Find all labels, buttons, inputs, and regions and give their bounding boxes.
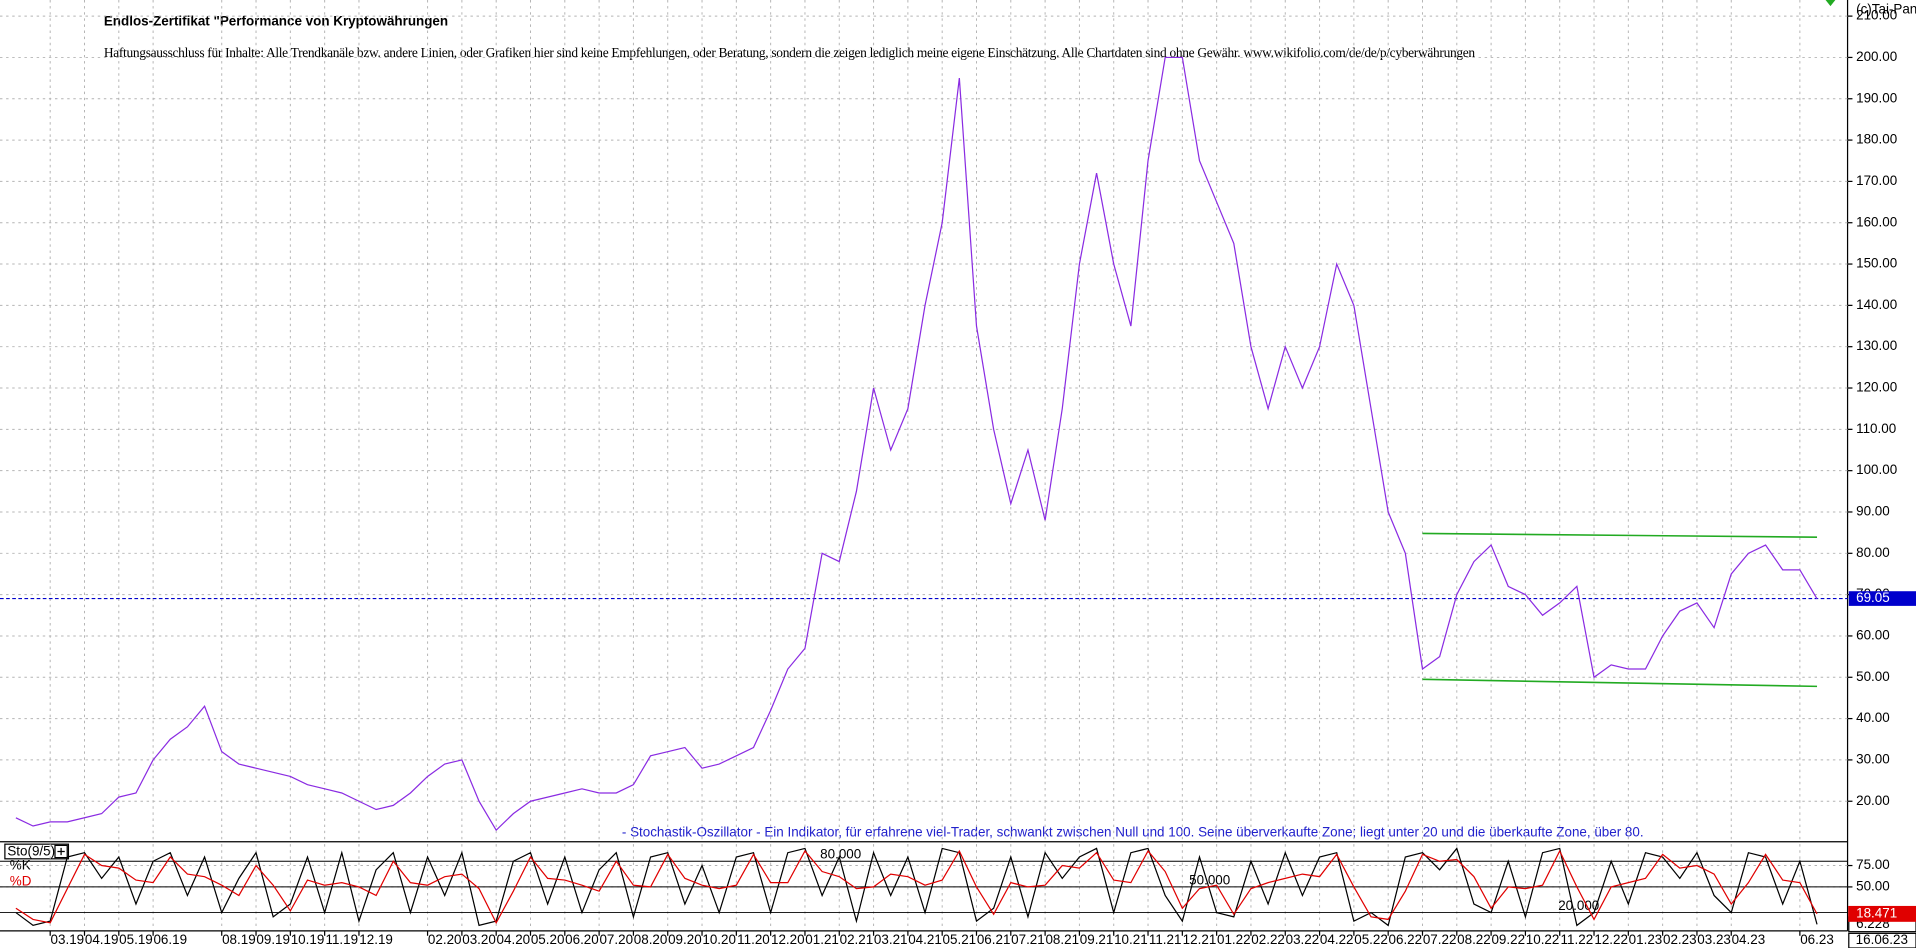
x-tick-label: 02.20 xyxy=(428,932,462,947)
x-tick-label: 06.22 xyxy=(1389,932,1423,947)
last-value-label: 69.05 xyxy=(1856,590,1890,605)
disclaimer: Haftungsausschluss für Inhalte: Alle Tre… xyxy=(104,45,1476,60)
x-tick-label: 04.19 xyxy=(85,932,119,947)
x-tick-label: 12.22 xyxy=(1594,932,1628,947)
level-label: 80.000 xyxy=(820,847,861,862)
indicator-box xyxy=(4,843,70,860)
chart-title: Endlos-Zertifikat "Performance von Krypt… xyxy=(104,14,448,29)
legend-d: %D xyxy=(10,874,32,889)
y-tick-label: 40.00 xyxy=(1856,710,1890,725)
y-tick-label: 60.00 xyxy=(1856,627,1890,642)
level-label: 50.000 xyxy=(1189,872,1230,887)
indicator-line xyxy=(15,847,1818,927)
price-line xyxy=(15,56,1818,832)
x-tick-label: 10.20 xyxy=(702,932,736,947)
x-end-label: 16.06.23 xyxy=(1856,932,1908,947)
x-tick-label: 01.21 xyxy=(805,932,839,947)
x-tick-label: 05.22 xyxy=(1354,932,1388,947)
indicator-note: - Stochastik-Oszillator - Ein Indikator,… xyxy=(622,825,1644,840)
y-tick-label: 170.00 xyxy=(1856,173,1897,188)
y-tick-label: 140.00 xyxy=(1856,297,1897,312)
y-tick-label: 210.00 xyxy=(1856,8,1897,23)
x-tick-label: 12.20 xyxy=(771,932,805,947)
x-tick-label: 03.19 xyxy=(51,932,85,947)
x-tick-label: 12.19 xyxy=(359,932,393,947)
y-tick-label: 80.00 xyxy=(1856,545,1890,560)
x-tick-label: 03.21 xyxy=(874,932,908,947)
x-tick-label: 11.21 xyxy=(1149,932,1182,947)
x-tick-label: 06.23 xyxy=(1800,932,1834,947)
x-tick-label: 06.19 xyxy=(153,932,187,947)
y-tick-label: 160.00 xyxy=(1856,214,1897,229)
x-tick-label: 11.20 xyxy=(737,932,770,947)
y-tick-label: 200.00 xyxy=(1856,49,1897,64)
indicator-value-label: 18.471 xyxy=(1856,905,1897,920)
x-tick-label: 01.23 xyxy=(1629,932,1663,947)
x-tick-label: 07.20 xyxy=(599,932,633,947)
x-tick-label: 05.19 xyxy=(119,932,153,947)
trendline xyxy=(1422,678,1818,688)
x-tick-label: 06.20 xyxy=(565,932,599,947)
x-tick-label: 08.20 xyxy=(634,932,668,947)
y-tick-label: 120.00 xyxy=(1856,380,1897,395)
expand-icon xyxy=(57,847,65,856)
x-tick-label: 03.20 xyxy=(462,932,496,947)
x-tick-label: 11.22 xyxy=(1561,932,1594,947)
trendline xyxy=(1422,532,1818,538)
x-tick-label: 08.19 xyxy=(222,932,256,947)
y-tick-label: 130.00 xyxy=(1856,338,1897,353)
x-tick-label: 10.21 xyxy=(1114,932,1148,947)
x-tick-label: 03.23 xyxy=(1697,932,1731,947)
x-tick-label: 05.20 xyxy=(531,932,565,947)
level-label: 20.000 xyxy=(1558,898,1599,913)
last-value-box xyxy=(1848,591,1916,606)
x-tick-label: 08.22 xyxy=(1457,932,1491,947)
x-tick-label: 02.22 xyxy=(1251,932,1285,947)
copyright: (c)Tai-Pan xyxy=(1856,1,1916,16)
y-tick-label: 90.00 xyxy=(1856,504,1890,519)
y-tick-label: 190.00 xyxy=(1856,90,1897,105)
x-tick-label: 09.21 xyxy=(1080,932,1114,947)
x-tick-label: 07.22 xyxy=(1423,932,1457,947)
x-tick-label: 06.21 xyxy=(977,932,1011,947)
x-tick-label: 04.22 xyxy=(1320,932,1354,947)
y-tick-label: 180.00 xyxy=(1856,132,1897,147)
x-tick-label: 04.21 xyxy=(908,932,942,947)
indicator-name: Sto(9/5) xyxy=(7,844,55,859)
indicator-value-box xyxy=(1848,905,1916,922)
y-tick-label: 150.00 xyxy=(1856,256,1897,271)
x-tick-label: 02.21 xyxy=(840,932,874,947)
x-tick-label: 04.20 xyxy=(497,932,531,947)
x-tick-label: 10.22 xyxy=(1526,932,1560,947)
x-tick-label: 09.20 xyxy=(668,932,702,947)
x-tick-label: 04.23 xyxy=(1732,932,1766,947)
x-tick-label: 11.19 xyxy=(326,932,359,947)
y-tick-label: 100.00 xyxy=(1856,462,1897,477)
x-tick-label: 10.19 xyxy=(291,932,325,947)
x-tick-label: 09.22 xyxy=(1491,932,1525,947)
y-tick-label: 50.00 xyxy=(1856,669,1890,684)
date-box xyxy=(1848,932,1916,948)
y-tick-label: 75.00 xyxy=(1856,857,1890,872)
x-tick-label: 03.22 xyxy=(1286,932,1320,947)
marker-icon xyxy=(1825,0,1836,7)
x-tick-label: 02.23 xyxy=(1663,932,1697,947)
indicator-line xyxy=(15,849,1818,925)
y-tick-label: 50.00 xyxy=(1856,878,1890,893)
x-tick-label: 01.22 xyxy=(1217,932,1251,947)
y-tick-label: 30.00 xyxy=(1856,751,1890,766)
y-tick-label: 20.00 xyxy=(1856,793,1890,808)
x-tick-label: 08.21 xyxy=(1045,932,1079,947)
x-tick-label: 09.19 xyxy=(256,932,290,947)
y-tick-label: 110.00 xyxy=(1856,421,1896,436)
x-tick-label: 12.21 xyxy=(1183,932,1217,947)
x-tick-label: 07.21 xyxy=(1011,932,1045,947)
x-tick-label: 05.21 xyxy=(943,932,977,947)
